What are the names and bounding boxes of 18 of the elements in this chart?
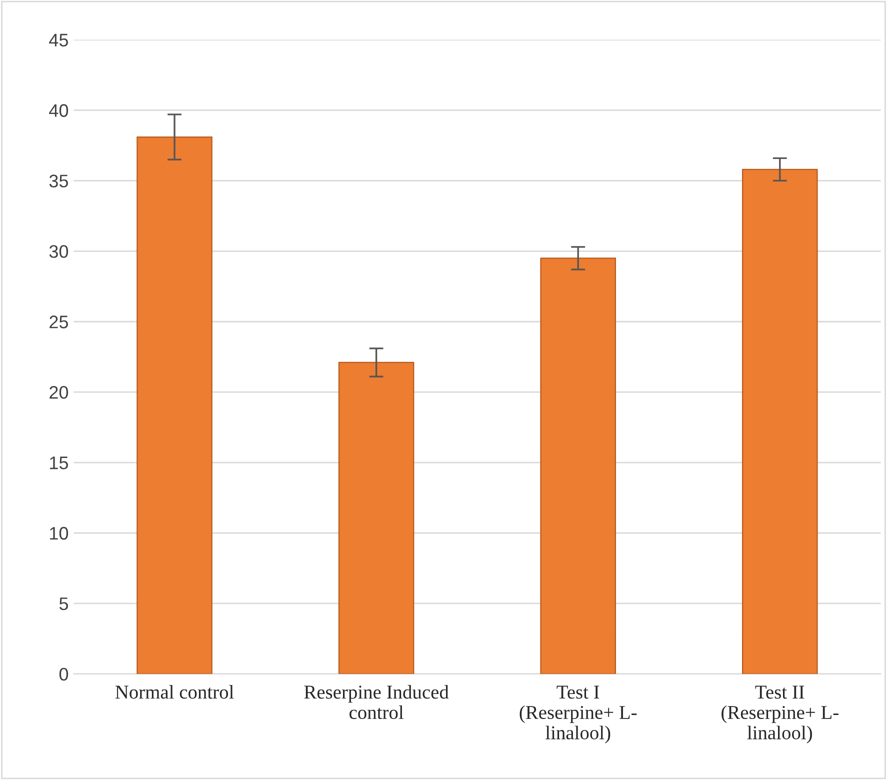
x-tick-label: Test II (Reserpine+ L- linalool): [722, 686, 838, 744]
bar: [338, 362, 414, 674]
y-tick-label: 0: [59, 668, 68, 681]
bar: [540, 258, 616, 674]
x-tick-label: Reserpine Induced control: [304, 685, 449, 720]
y-tick-label: 20: [50, 386, 68, 399]
bar: [742, 168, 818, 674]
y-tick-label: 5: [59, 598, 68, 610]
y-tick-label: 15: [50, 456, 68, 470]
y-tick-label: 35: [49, 174, 68, 188]
y-tick-label: 45: [49, 34, 68, 46]
y-tick-label: 10: [50, 526, 68, 540]
y-tick-label: 25: [50, 316, 68, 328]
x-tick-label: Normal control: [115, 685, 234, 699]
y-tick-label: 30: [49, 245, 68, 258]
x-tick-label: Test I (Reserpine+ L- linalool): [520, 686, 637, 744]
y-tick-label: 40: [49, 104, 68, 117]
bar: [136, 136, 212, 674]
